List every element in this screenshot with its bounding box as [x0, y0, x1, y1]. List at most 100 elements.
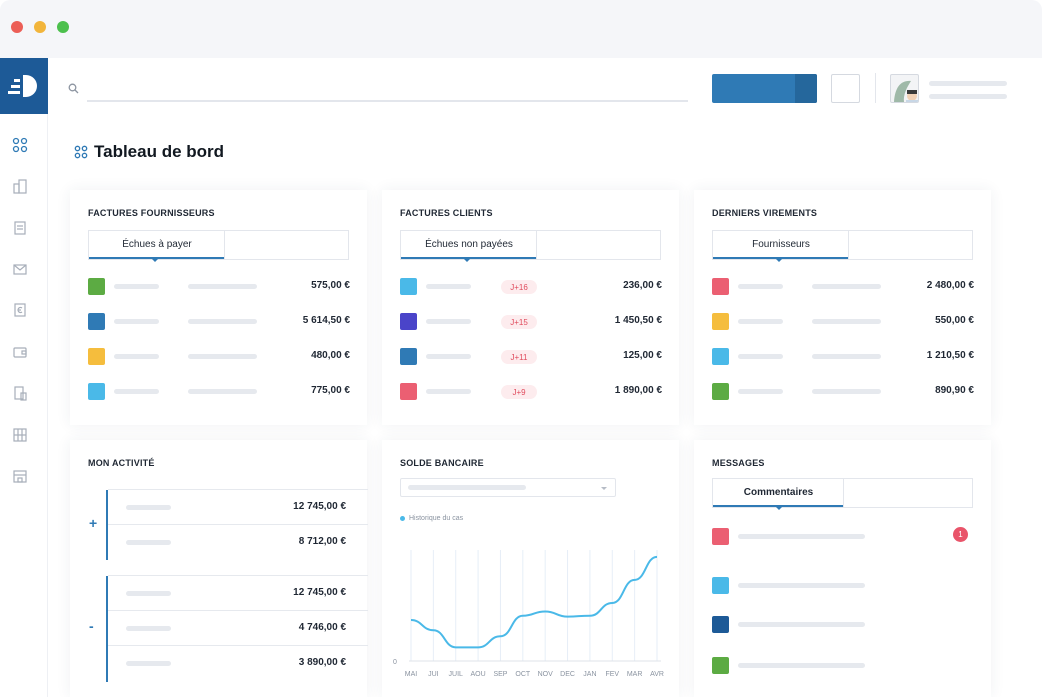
list-item[interactable]: 5 614,50 € — [88, 312, 350, 332]
text-placeholder — [738, 319, 783, 324]
amount: 8 712,00 € — [298, 536, 346, 547]
days-overdue-badge: J+15 — [501, 315, 537, 329]
text-placeholder — [426, 319, 471, 324]
search-underline — [87, 100, 688, 102]
text-placeholder — [126, 591, 171, 596]
close-window-button[interactable] — [11, 21, 23, 33]
card-title: DERNIERS VIREMENTS — [712, 208, 818, 218]
text-placeholder — [738, 583, 865, 588]
color-swatch — [88, 278, 105, 295]
color-swatch — [88, 313, 105, 330]
days-overdue-badge: J+9 — [501, 385, 537, 399]
tab-overdue-to-pay[interactable]: Échues à payer — [89, 231, 225, 262]
text-placeholder — [738, 354, 783, 359]
tab-comments[interactable]: Commentaires — [713, 479, 844, 510]
primary-action-dropdown[interactable] — [795, 74, 817, 103]
tab-bar: Fournisseurs — [712, 230, 973, 262]
x-tick-label: MAI — [405, 671, 418, 678]
x-tick-label: JUIL — [449, 671, 464, 678]
table-row[interactable]: 12 745,00 € — [108, 489, 368, 524]
balance-chart: MAI JUI JUIL AOU SEP OCT NOV DEC JAN FEV MAR AVR 0 — [393, 550, 664, 678]
color-swatch — [400, 278, 417, 295]
amount: 3 890,00 € — [298, 657, 346, 668]
tab-divider — [848, 231, 849, 259]
amount: 12 745,00 € — [293, 501, 346, 512]
wallet-icon[interactable] — [12, 344, 28, 360]
legend-label: Historique du cas — [409, 515, 464, 522]
store-icon[interactable] — [12, 468, 28, 484]
color-swatch — [712, 348, 729, 365]
legend-marker — [400, 515, 405, 521]
invoice-icon[interactable] — [12, 220, 28, 236]
card-title: MESSAGES — [712, 458, 765, 468]
color-swatch — [712, 313, 729, 330]
message-item[interactable]: 1 — [712, 527, 974, 547]
table-row[interactable]: 12 745,00 € — [108, 575, 368, 610]
list-item[interactable]: 775,00 € — [88, 382, 350, 402]
grid-icon[interactable] — [12, 427, 28, 443]
text-placeholder — [812, 284, 881, 289]
list-item[interactable]: J+16 236,00 € — [400, 277, 662, 297]
bank-balance-card: SOLDE BANCAIRE Historique du cas MAI JUI J… — [382, 440, 679, 697]
text-placeholder — [188, 284, 257, 289]
text-placeholder — [126, 505, 171, 510]
account-select[interactable] — [400, 478, 616, 497]
minimize-window-button[interactable] — [34, 21, 46, 33]
amount: 1 890,00 € — [614, 385, 662, 396]
amount: 775,00 € — [311, 385, 350, 396]
list-item[interactable]: 1 210,50 € — [712, 347, 974, 367]
color-swatch — [88, 383, 105, 400]
tab-suppliers[interactable]: Fournisseurs — [713, 231, 849, 262]
list-item[interactable]: 890,90 € — [712, 382, 974, 402]
x-tick-label: OCT — [515, 671, 531, 678]
table-row[interactable]: 4 746,00 € — [108, 610, 368, 645]
list-item[interactable]: 550,00 € — [712, 312, 974, 332]
table-row[interactable]: 3 890,00 € — [108, 645, 368, 680]
amount: 1 210,50 € — [926, 350, 974, 361]
message-item[interactable] — [712, 615, 974, 635]
expense-bar — [106, 576, 108, 682]
text-placeholder — [114, 319, 159, 324]
list-item[interactable]: 480,00 € — [88, 347, 350, 367]
color-swatch — [712, 657, 729, 674]
color-swatch — [400, 383, 417, 400]
card-title: SOLDE BANCAIRE — [400, 458, 484, 468]
message-item[interactable] — [712, 576, 974, 596]
tab-divider — [536, 231, 537, 259]
mobile-document-icon[interactable] — [12, 385, 28, 401]
app-logo[interactable] — [0, 58, 48, 114]
list-item[interactable]: 575,00 € — [88, 277, 350, 297]
avatar[interactable] — [890, 74, 919, 103]
list-item[interactable]: J+9 1 890,00 € — [400, 382, 662, 402]
tab-overdue-unpaid[interactable]: Échues non payées — [401, 231, 537, 262]
text-placeholder — [188, 354, 257, 359]
user-name-placeholder — [929, 81, 1007, 86]
buildings-icon[interactable] — [12, 178, 28, 194]
text-placeholder — [812, 354, 881, 359]
color-swatch — [400, 348, 417, 365]
series-line-historique — [410, 555, 658, 649]
amount: 12 745,00 € — [293, 587, 346, 598]
list-item[interactable]: 2 480,00 € — [712, 277, 974, 297]
amount: 4 746,00 € — [298, 622, 346, 633]
euro-document-icon[interactable] — [12, 302, 28, 318]
text-placeholder — [126, 661, 171, 666]
list-item[interactable]: J+11 125,00 € — [400, 347, 662, 367]
x-tick-label: JAN — [583, 671, 596, 678]
primary-action-button[interactable] — [712, 74, 817, 103]
message-item[interactable] — [712, 656, 974, 676]
user-role-placeholder — [929, 94, 1007, 99]
list-item[interactable]: J+15 1 450,50 € — [400, 312, 662, 332]
income-bar — [106, 490, 108, 560]
text-placeholder — [188, 319, 257, 324]
card-title: FACTURES FOURNISSEURS — [88, 208, 215, 218]
table-row[interactable]: 8 712,00 € — [108, 524, 368, 559]
card-title: MON ACTIVITÉ — [88, 458, 155, 468]
secondary-action-button[interactable] — [831, 74, 860, 103]
dashboard-icon[interactable] — [12, 137, 28, 153]
text-placeholder — [738, 389, 783, 394]
amount: 550,00 € — [935, 315, 974, 326]
search-input[interactable] — [87, 78, 688, 100]
maximize-window-button[interactable] — [57, 21, 69, 33]
mail-icon[interactable] — [12, 261, 28, 277]
